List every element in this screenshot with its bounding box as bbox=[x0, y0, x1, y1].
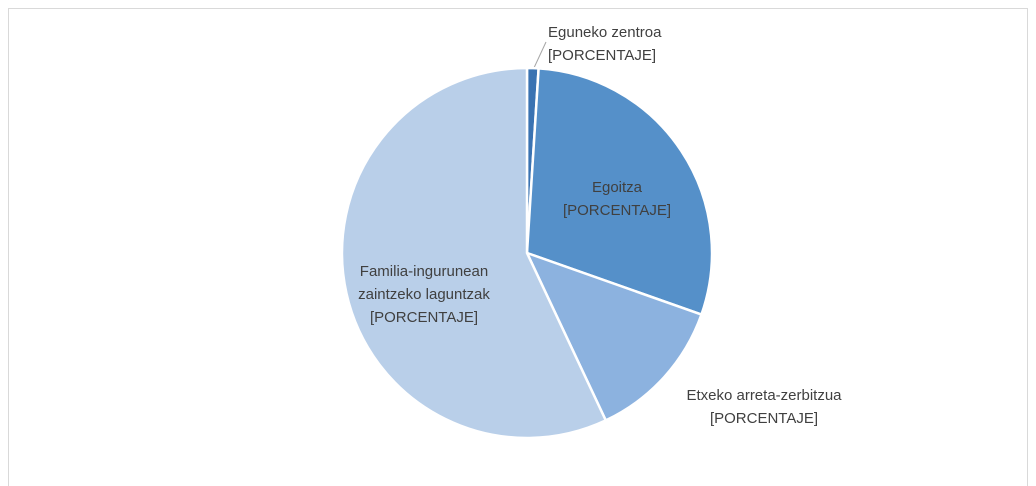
data-label: Egoitza [PORCENTAJE] bbox=[537, 176, 697, 222]
value-label: [PORCENTAJE] bbox=[369, 309, 479, 326]
pie-slice bbox=[340, 66, 608, 440]
category-label: Etxeko arreta-zerbitzua bbox=[686, 387, 842, 404]
chart-frame bbox=[8, 8, 1028, 486]
category-label: Eguneko zentroa bbox=[548, 24, 662, 41]
pie-slice bbox=[525, 67, 714, 317]
data-label: Eguneko zentroa [PORCENTAJE] bbox=[548, 21, 698, 67]
value-label: [PORCENTAJE] bbox=[562, 202, 672, 219]
value-label: [PORCENTAJE] bbox=[548, 47, 657, 64]
leader-line bbox=[532, 41, 547, 71]
data-label: Familia-ingurunean zaintzeko laguntzak [P… bbox=[344, 260, 504, 329]
category-label: Egoitza bbox=[591, 179, 643, 196]
category-label: Familia-ingurunean zaintzeko laguntzak bbox=[358, 263, 490, 303]
pie-slice bbox=[524, 250, 704, 423]
data-label: Etxeko arreta-zerbitzua [PORCENTAJE] bbox=[664, 384, 864, 430]
value-label: [PORCENTAJE] bbox=[709, 410, 819, 427]
